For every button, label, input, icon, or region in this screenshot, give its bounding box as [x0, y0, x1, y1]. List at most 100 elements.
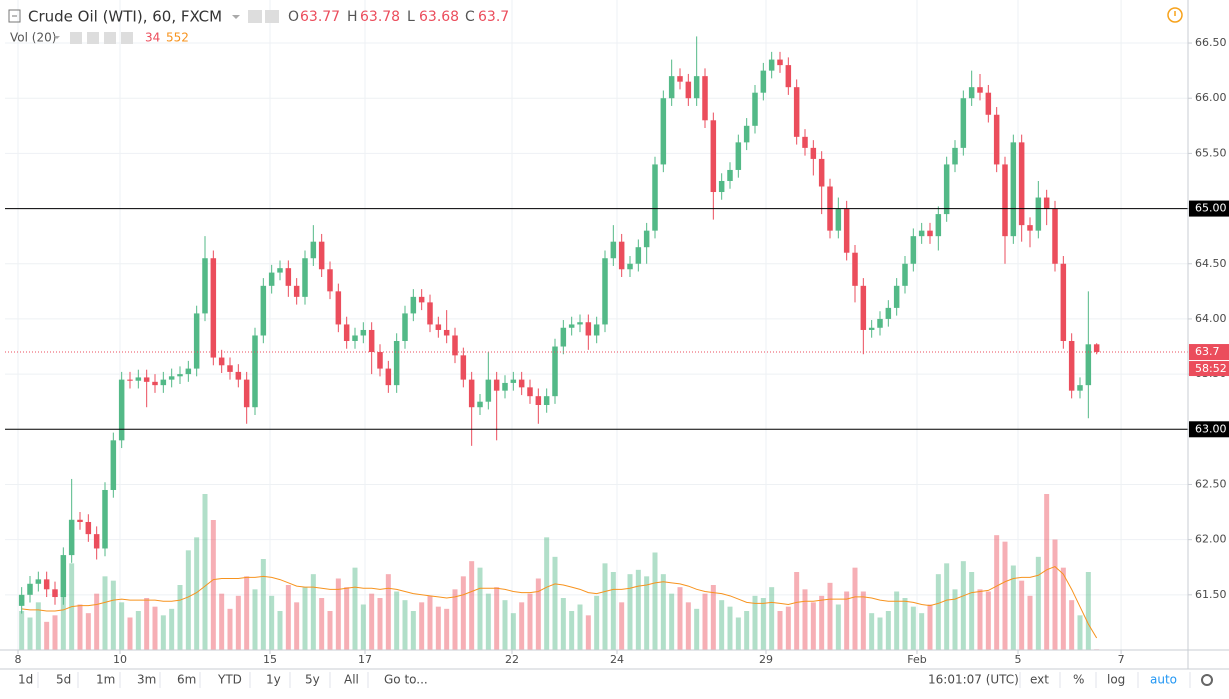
volume-bar: [819, 595, 825, 650]
x-tick-label: 29: [759, 653, 773, 666]
candle-body: [993, 114, 1000, 165]
volume-bar: [260, 559, 266, 650]
range-button[interactable]: 5d: [56, 673, 71, 687]
candle-body: [918, 230, 925, 237]
candle-body: [27, 583, 33, 595]
volume-bar: [702, 593, 708, 650]
candle-body: [802, 136, 808, 148]
candle-body: [577, 322, 583, 325]
candle-body: [210, 258, 217, 358]
volume-bar: [544, 537, 550, 650]
icon[interactable]: [70, 32, 82, 44]
candle-body: [1027, 225, 1033, 231]
option-button[interactable]: %: [1073, 673, 1084, 687]
candle-body: [385, 368, 392, 386]
candle-body: [543, 396, 550, 406]
dropdown-arrow[interactable]: [232, 15, 240, 19]
volume-bar: [969, 572, 975, 650]
candle-body: [652, 164, 658, 231]
goto-button[interactable]: Go to...: [384, 673, 428, 687]
icon[interactable]: [121, 32, 133, 44]
candle-body: [177, 374, 183, 377]
volume-bar: [752, 595, 758, 650]
volume-bar: [852, 567, 858, 650]
y-tick-label: 64.00: [1195, 312, 1227, 325]
volume-bar: [352, 567, 358, 650]
candle-body: [393, 341, 400, 386]
candle-body: [785, 65, 792, 88]
candle-body: [327, 269, 333, 292]
range-button[interactable]: 6m: [177, 673, 196, 687]
x-tick-label: Feb: [907, 653, 926, 666]
volume-bar: [1027, 595, 1033, 650]
candle-body: [935, 214, 942, 237]
volume-bar: [452, 589, 458, 650]
range-button[interactable]: All: [344, 673, 359, 687]
candle-body: [268, 272, 275, 286]
volume-bar: [769, 587, 775, 650]
x-tick-label: 24: [610, 653, 624, 666]
candle-body: [718, 180, 725, 193]
candle-body: [352, 335, 358, 342]
volume-bar: [285, 585, 291, 650]
volume-bar: [410, 611, 416, 650]
level-label-box: [1189, 200, 1229, 217]
option-button[interactable]: auto: [1150, 673, 1177, 687]
range-button[interactable]: 3m: [137, 673, 156, 687]
alert-icon[interactable]: [1167, 7, 1183, 23]
candle-body: [960, 98, 967, 148]
candle-body: [502, 382, 508, 391]
candle-body: [1002, 164, 1008, 237]
volume-bar: [877, 617, 883, 650]
candle-body: [527, 387, 533, 397]
candle-body: [768, 59, 775, 71]
range-button[interactable]: 1m: [96, 673, 115, 687]
settings-gear[interactable]: [1201, 674, 1213, 686]
close-label: C: [465, 9, 475, 25]
volume-bar: [902, 598, 908, 650]
candle-body: [302, 258, 308, 297]
candle-body: [1077, 385, 1083, 391]
volume-bar: [335, 578, 341, 650]
volume-bar: [144, 598, 150, 650]
settings-icon[interactable]: [248, 10, 262, 23]
candle-body: [877, 318, 883, 328]
volume-bar: [302, 587, 308, 650]
volume-bar: [635, 569, 641, 650]
candle-body: [68, 519, 75, 556]
volume-bar: [977, 589, 983, 650]
volume-bar: [127, 617, 133, 650]
range-button[interactable]: YTD: [217, 673, 242, 687]
volume-bar: [52, 615, 58, 650]
x-tick-label: 22: [505, 653, 519, 666]
range-button[interactable]: 1y: [266, 673, 281, 687]
option-button[interactable]: log: [1107, 673, 1125, 687]
candle-body: [18, 594, 25, 606]
icon[interactable]: [104, 32, 116, 44]
candle-body: [110, 440, 117, 490]
remove-icon[interactable]: [265, 10, 279, 23]
candle-body: [518, 379, 525, 388]
candle-body: [927, 230, 933, 237]
volume-bar: [835, 604, 841, 650]
range-button[interactable]: 1d: [18, 673, 33, 687]
volume-bar: [210, 520, 216, 650]
volume-bar: [660, 574, 666, 650]
candle-body: [618, 241, 625, 270]
dropdown-arrow[interactable]: [54, 36, 60, 39]
volume-bar: [860, 591, 866, 650]
icon[interactable]: [87, 32, 99, 44]
candle-body: [902, 263, 908, 286]
candle-body: [760, 70, 767, 93]
x-tick-label: 10: [113, 653, 127, 666]
volume-bar: [77, 604, 83, 650]
range-button[interactable]: 5y: [305, 673, 320, 687]
x-tick-label: 8: [15, 653, 22, 666]
candle-body: [168, 376, 175, 380]
volume-bar: [402, 600, 408, 650]
collapse-icon[interactable]: [8, 9, 21, 23]
volume-bar: [185, 550, 191, 650]
volume-bar: [110, 580, 116, 650]
option-button[interactable]: ext: [1030, 673, 1049, 687]
